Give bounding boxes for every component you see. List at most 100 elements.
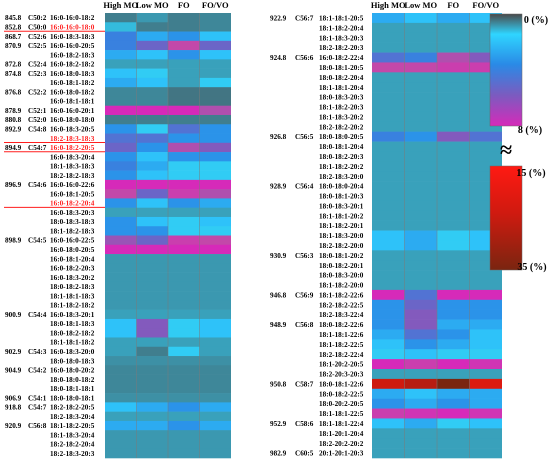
row-species-label: 18:0-18:1-18:3 <box>50 320 95 328</box>
row-species-label: 16:0-18:0-20:2 <box>50 367 95 375</box>
heatmap-cell <box>372 141 405 152</box>
heatmap-cell <box>469 299 502 310</box>
heatmap-cell <box>372 42 405 53</box>
row-mass-label: 904.9 <box>5 367 22 375</box>
row-lipid-label: C58:7 <box>295 380 314 388</box>
heatmap-cell <box>469 240 502 251</box>
heatmap-cell <box>404 62 437 73</box>
heatmap-cell <box>437 289 470 301</box>
heatmap-cell <box>105 50 137 60</box>
heatmap-cell <box>469 388 502 399</box>
heatmap-cell <box>199 59 231 69</box>
column-header-0: High MO <box>103 0 138 10</box>
heatmap-cell <box>437 52 470 63</box>
heatmap-cell <box>372 102 405 113</box>
heatmap-cell <box>199 365 231 375</box>
heatmap-cell <box>372 260 405 271</box>
row-species-label: 18:1-18:3-20:4 <box>50 431 95 439</box>
heatmap-cell <box>136 22 168 32</box>
heatmap-cell <box>437 32 470 43</box>
row-lipid-label: C54:5 <box>28 237 47 245</box>
heatmap-cell <box>372 250 405 261</box>
heatmap-cell <box>437 299 470 310</box>
heatmap-cell <box>437 339 470 350</box>
heatmap-cell <box>136 170 168 181</box>
heatmap-cell <box>372 191 405 202</box>
heatmap-cell <box>199 189 231 199</box>
heatmap-cell <box>136 383 168 394</box>
heatmap-cell <box>469 42 502 53</box>
heatmap-cell <box>199 216 231 227</box>
heatmap-cell <box>136 152 168 162</box>
heatmap-cell <box>199 96 231 107</box>
heatmap-cell <box>372 230 405 241</box>
row-species-label: 18:0-18:2-22:6 <box>319 321 364 329</box>
column-header-0: High MO <box>371 0 406 10</box>
heatmap-cell <box>469 438 502 449</box>
heatmap-cell <box>372 359 405 370</box>
heatmap-cell <box>372 200 405 212</box>
row-species-label: 18:0-18:3-18:3 <box>50 218 95 226</box>
row-mass-label: 982.9 <box>270 450 287 458</box>
heatmap-cell <box>199 328 231 338</box>
heatmap-cell <box>105 383 137 394</box>
heatmap-cell <box>168 402 200 412</box>
heatmap-cell <box>404 359 437 370</box>
heatmap-cell <box>469 289 502 301</box>
heatmap-cell <box>136 430 168 440</box>
row-species-label: 18:1-18:1-20:5 <box>319 15 364 23</box>
heatmap-cell <box>404 448 437 459</box>
heatmap-cell <box>136 402 168 412</box>
row-lipid-label: C52:3 <box>28 70 47 78</box>
heatmap-cell <box>469 230 502 241</box>
row-mass-label: 946.8 <box>270 291 287 299</box>
heatmap-cell <box>437 369 470 380</box>
row-species-label: 18:2-18:2-18:3 <box>50 172 95 180</box>
row-species-label: 16:0-18:3-18:3 <box>50 33 95 41</box>
heatmap-cell <box>404 230 437 241</box>
row-mass-label: 930.9 <box>270 252 287 260</box>
heatmap-cell <box>136 346 168 357</box>
heatmap-cell <box>372 309 405 320</box>
heatmap-cell <box>105 170 137 181</box>
row-mass-label: 880.8 <box>5 116 22 124</box>
heatmap-cell <box>437 210 470 221</box>
heatmap-cell <box>168 198 200 208</box>
heatmap-cell <box>136 439 168 450</box>
heatmap-cell <box>168 244 200 255</box>
heatmap-cell <box>105 300 137 310</box>
row-lipid-label: C58:6 <box>295 420 314 428</box>
row-species-label: 16:0-16:0-18:0 <box>50 24 95 32</box>
heatmap-cell <box>404 408 437 419</box>
heatmap-cell <box>372 131 405 142</box>
heatmap-cell <box>199 31 231 42</box>
row-mass-label: 845.8 <box>5 14 22 22</box>
row-species-label: 18:0-18:2-20:1 <box>319 262 364 270</box>
heatmap-cell <box>199 133 231 144</box>
row-species-label: 18:1-18:2-18:3 <box>50 227 95 235</box>
heatmap-cell <box>199 105 231 116</box>
heatmap-cell <box>199 383 231 394</box>
row-species-label: 18:1-18:1-20:2 <box>319 212 364 220</box>
row-species-label: 16:0-16:0-22:6 <box>50 181 95 189</box>
row-mass-label: 868.7 <box>5 33 22 41</box>
row-species-label: 16:0-18:0-18:3 <box>50 70 95 78</box>
heatmap-cell <box>168 105 200 116</box>
row-lipid-label: C56:5 <box>295 133 314 141</box>
heatmap-cell <box>136 263 168 273</box>
row-species-label: 16:0-18:2-20:5 <box>50 144 95 152</box>
heatmap-cell <box>168 374 200 385</box>
row-mass-label: 898.9 <box>5 237 22 245</box>
heatmap-cell <box>105 365 137 375</box>
heatmap-cell <box>136 133 168 144</box>
heatmap-cell <box>469 191 502 202</box>
heatmap-cell <box>168 448 200 459</box>
row-lipid-label: C52:1 <box>28 107 47 115</box>
heatmap-cell <box>469 329 502 340</box>
heatmap-cell <box>469 408 502 419</box>
heatmap-cell <box>469 280 502 291</box>
heatmap-cell <box>199 337 231 348</box>
row-species-label: 18:1-20:2-20:5 <box>319 361 364 369</box>
